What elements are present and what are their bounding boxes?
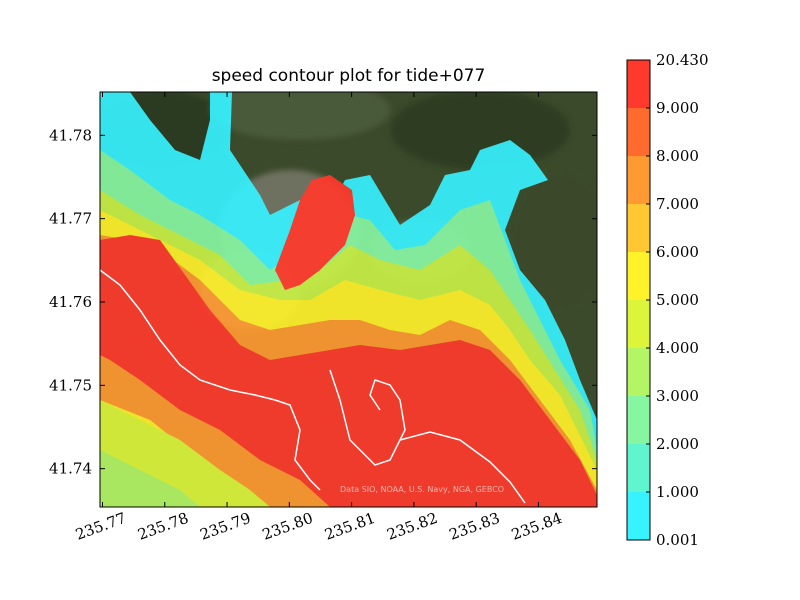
colorbar-label: 5.000 (656, 291, 699, 309)
colorbar-label: 1.000 (656, 483, 699, 501)
colorbar-band (627, 156, 650, 204)
y-tick-label: 41.78 (49, 126, 92, 144)
contour-red-main (100, 235, 597, 507)
y-tick-label: 41.77 (49, 210, 92, 228)
colorbar-label: 6.000 (656, 243, 699, 261)
x-tick-label: 235.77 (73, 509, 128, 544)
basemap-attribution: Data SIO, NOAA, U.S. Navy, NGA, GEBCO (340, 485, 504, 494)
x-tick-label: 235.83 (447, 509, 502, 544)
y-tick-label: 41.76 (49, 293, 92, 311)
colorbar: 0.001 1.000 2.000 3.000 4.000 5.000 6.000 7.000… (626, 51, 709, 549)
speed-contours (100, 92, 597, 507)
colorbar-band (627, 60, 650, 108)
x-tick-label: 235.81 (322, 509, 377, 544)
contour-red-channel (275, 175, 355, 290)
x-tick-label: 235.82 (384, 509, 439, 544)
colorbar-band (627, 396, 650, 444)
colorbar-label: 20.430 (656, 51, 709, 69)
colorbar-label: 0.001 (656, 531, 699, 549)
y-tick-label: 41.74 (49, 460, 92, 478)
colorbar-band (627, 444, 650, 492)
colorbar-label: 7.000 (656, 195, 699, 213)
colorbar-band (627, 348, 650, 396)
colorbar-band (627, 108, 650, 156)
colorbar-label: 2.000 (656, 435, 699, 453)
plot-frame (99, 91, 598, 508)
colorbar-label: 9.000 (656, 99, 699, 117)
colorbar-label: 4.000 (656, 339, 699, 357)
chart-title: speed contour plot for tide+077 (211, 66, 486, 86)
colorbar-label: 8.000 (656, 147, 699, 165)
colorbar-band (627, 300, 650, 348)
x-tick-label: 235.78 (135, 509, 190, 544)
y-axis: 41.74 41.75 41.76 41.77 41.78 (49, 126, 597, 478)
shoreline-outline (100, 269, 526, 504)
contour-lower-left-green (100, 450, 200, 507)
x-tick-label: 235.79 (198, 509, 253, 544)
x-tick-label: 235.84 (509, 509, 564, 544)
colorbar-band (627, 204, 650, 252)
colorbar-band (627, 252, 650, 300)
y-tick-label: 41.75 (49, 376, 92, 394)
colorbar-band (627, 492, 650, 540)
plot-area: Data SIO, NOAA, U.S. Navy, NGA, GEBCO (100, 92, 597, 507)
colorbar-label: 3.000 (656, 387, 699, 405)
x-tick-label: 235.80 (260, 509, 315, 544)
